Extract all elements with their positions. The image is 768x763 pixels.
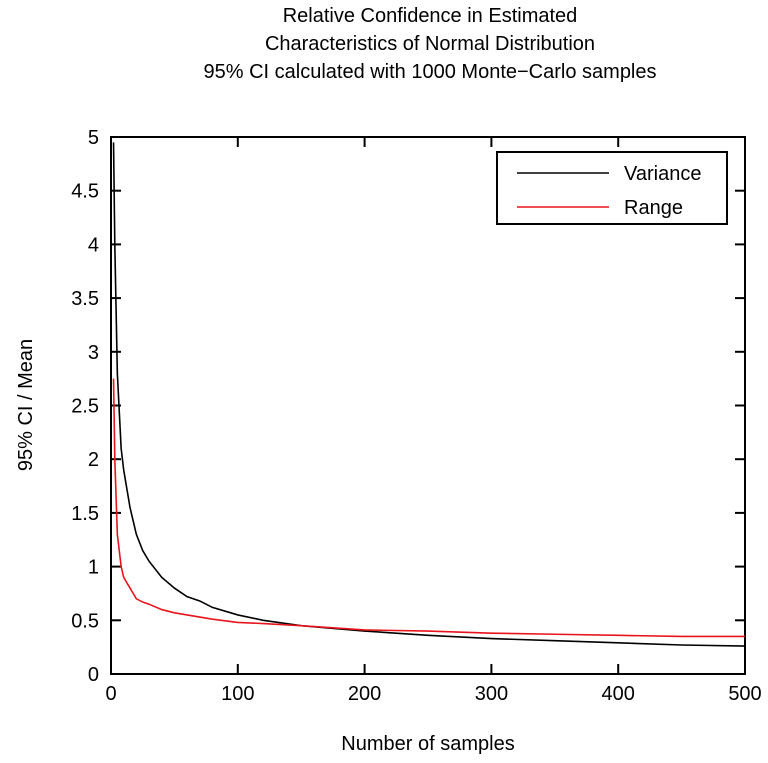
y-tick-label: 4 <box>88 234 99 256</box>
legend-label: Range <box>624 197 683 219</box>
y-tick-label: 2 <box>88 449 99 471</box>
legend-box <box>496 151 728 225</box>
y-axis-label: 95% CI / Mean <box>15 339 37 471</box>
y-tick-label: 0 <box>88 664 99 686</box>
chart-title: 95% CI calculated with 1000 Monte−Carlo … <box>203 61 656 83</box>
x-axis-label: Number of samples <box>341 733 514 755</box>
y-tick-label: 2.5 <box>71 396 99 418</box>
x-tick-label: 100 <box>221 683 254 705</box>
x-tick-label: 300 <box>475 683 508 705</box>
y-tick-label: 3 <box>88 342 99 364</box>
y-tick-label: 5 <box>88 127 99 149</box>
x-tick-label: 400 <box>602 683 635 705</box>
y-tick-label: 4.5 <box>71 181 99 203</box>
line <box>112 378 745 638</box>
chart-title: Relative Confidence in Estimated <box>283 5 578 27</box>
x-tick-label: 500 <box>728 683 761 705</box>
y-tick-label: 1.5 <box>71 503 99 525</box>
chart-title: Characteristics of Normal Distribution <box>265 33 595 55</box>
y-tick-label: 3.5 <box>71 288 99 310</box>
y-tick-label: 0.5 <box>71 610 99 632</box>
line <box>112 142 746 647</box>
x-tick-label: 0 <box>105 683 116 705</box>
y-tick-label: 1 <box>88 557 99 579</box>
legend-label: Variance <box>624 163 701 185</box>
x-tick-label: 200 <box>348 683 381 705</box>
